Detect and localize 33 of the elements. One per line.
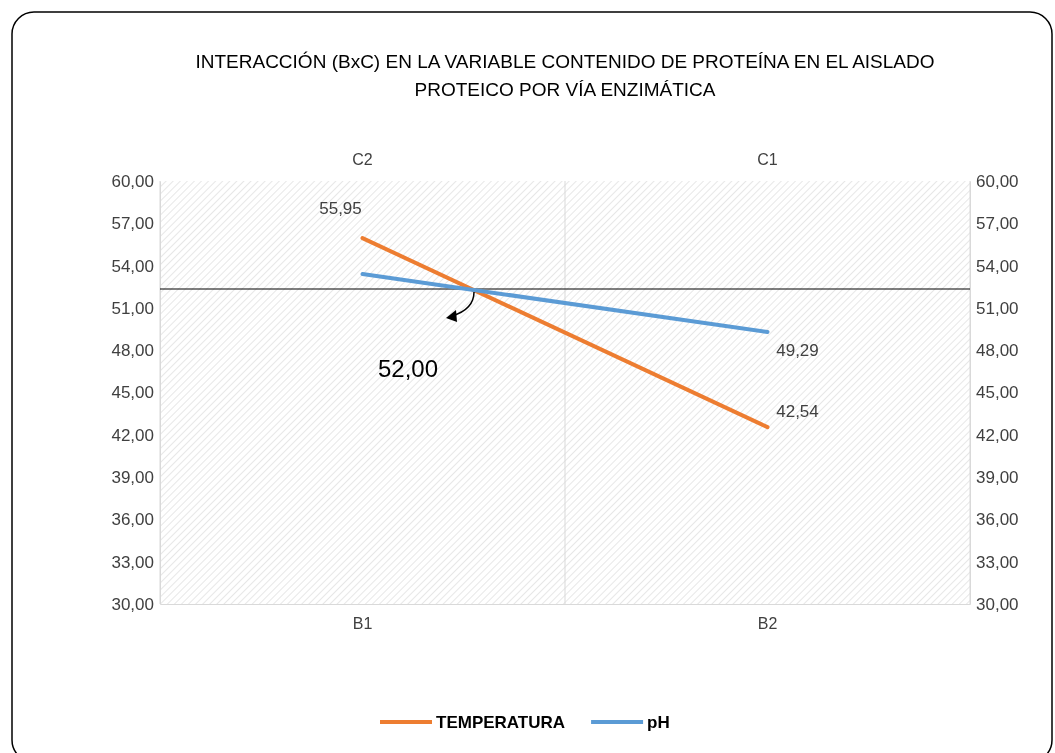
y-tick-label: 39,00: [111, 468, 154, 488]
y2-tick-label: 36,00: [976, 510, 1019, 530]
text: C1: [757, 151, 778, 168]
y2-tick-label: 45,00: [976, 383, 1019, 403]
y2-tick-label: 48,00: [976, 341, 1019, 361]
legend-label: pH: [647, 713, 670, 732]
y-tick-label: 57,00: [111, 214, 154, 234]
y-tick-label: 54,00: [111, 256, 154, 276]
annotation: 52,00: [377, 355, 439, 382]
x-tick-label: B1: [352, 615, 373, 633]
y2-tick-label: 57,00: [976, 214, 1019, 234]
y2-tick-label: 60,00: [976, 171, 1019, 191]
x-tick-label: B2: [757, 615, 778, 633]
y-tick-label: 48,00: [111, 341, 154, 361]
data-label: 49,29: [776, 341, 819, 361]
chart-title: INTERACCIÓN (BxC) EN LA VARIABLE CONTENIDO DE PROTEÍNA EN EL AISLADO PROTEICO POR VÍA ENZIMÁTICA: [195, 51, 935, 100]
y2-tick-label: 54,00: [976, 256, 1019, 276]
data-label: 55,95: [319, 199, 362, 219]
y2-tick-label: 39,00: [976, 468, 1019, 488]
y-tick-label: 51,00: [111, 298, 154, 318]
y-tick-label: 33,00: [111, 552, 154, 572]
y-tick-label: 42,00: [111, 425, 154, 445]
y-tick-label: 30,00: [111, 594, 154, 614]
y2-tick-label: 51,00: [976, 298, 1019, 318]
y-tick-label: 45,00: [111, 383, 154, 403]
data-label: 42,54: [776, 402, 819, 422]
text: C2: [352, 151, 373, 168]
y2-tick-label: 33,00: [976, 552, 1019, 572]
y-tick-label: 36,00: [111, 510, 154, 530]
y-tick-label: 60,00: [111, 171, 154, 191]
y2-tick-label: 42,00: [976, 425, 1019, 445]
legend-label: TEMPERATURA: [436, 713, 566, 732]
y2-tick-label: 30,00: [976, 594, 1019, 614]
